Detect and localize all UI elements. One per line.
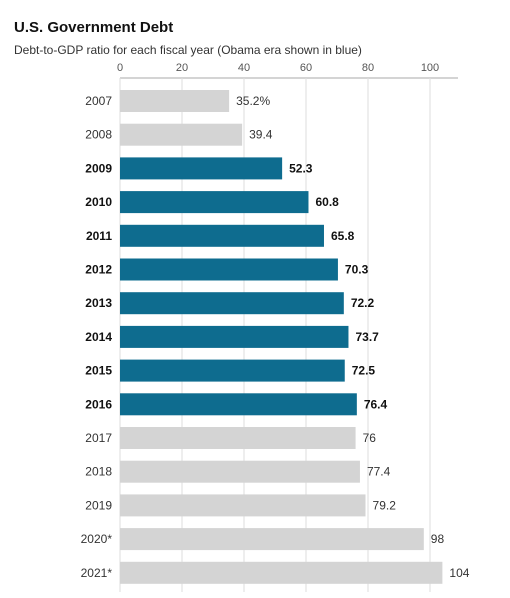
category-label: 2019 — [85, 498, 112, 512]
value-label: 79.2 — [373, 498, 397, 512]
category-label: 2018 — [85, 465, 112, 479]
value-label: 76.4 — [364, 397, 388, 411]
value-label: 76 — [363, 431, 377, 445]
x-tick-label: 0 — [117, 62, 123, 74]
bar — [120, 393, 357, 416]
bar — [120, 258, 338, 281]
x-tick-label: 60 — [300, 62, 312, 74]
category-label: 2016 — [85, 397, 112, 411]
bar — [120, 325, 349, 348]
category-label: 2014 — [85, 330, 112, 344]
category-label: 2007 — [85, 94, 112, 108]
bar — [120, 157, 283, 180]
bar — [120, 561, 443, 584]
category-label: 2012 — [85, 263, 112, 277]
x-tick-label: 40 — [238, 62, 250, 74]
value-label: 72.5 — [352, 364, 376, 378]
bar — [120, 528, 424, 551]
value-label: 60.8 — [315, 195, 339, 209]
bar — [120, 292, 344, 315]
bar — [120, 90, 230, 112]
bar — [120, 123, 243, 146]
category-label: 2015 — [85, 364, 112, 378]
value-label: 70.3 — [345, 263, 369, 277]
value-label: 77.4 — [367, 465, 391, 479]
x-tick-label: 20 — [176, 62, 188, 74]
bar — [120, 427, 356, 449]
bar — [120, 224, 324, 247]
x-tick-label: 100 — [421, 62, 439, 74]
x-tick-label: 80 — [362, 62, 374, 74]
value-label: 52.3 — [289, 161, 313, 175]
value-label: 65.8 — [331, 229, 355, 243]
bar — [120, 460, 360, 483]
category-label: 2011 — [86, 229, 112, 243]
value-label: 73.7 — [355, 330, 379, 344]
bar — [120, 494, 366, 517]
category-label: 2008 — [85, 128, 112, 142]
chart-title: U.S. Government Debt — [14, 19, 174, 36]
value-label: 72.2 — [351, 296, 375, 310]
category-label: 2013 — [85, 296, 112, 310]
value-label: 39.4 — [249, 128, 273, 142]
value-label: 98 — [431, 532, 445, 546]
category-label: 2009 — [85, 161, 112, 175]
category-label: 2021* — [81, 566, 113, 580]
bar — [120, 191, 309, 214]
category-label: 2010 — [85, 195, 112, 209]
bar — [120, 359, 345, 382]
chart-subtitle: Debt-to-GDP ratio for each fiscal year (… — [14, 43, 362, 57]
value-label: 35.2% — [236, 94, 270, 108]
category-label: 2017 — [85, 431, 112, 445]
value-label: 104 — [449, 566, 469, 580]
category-label: 2020* — [81, 532, 113, 546]
